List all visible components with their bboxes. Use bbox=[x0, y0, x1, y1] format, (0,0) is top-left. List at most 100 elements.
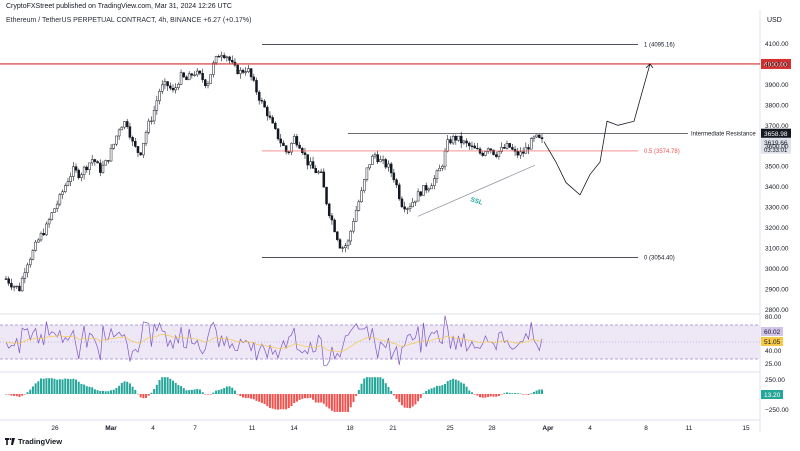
hist-bar bbox=[158, 380, 161, 394]
hist-bar bbox=[174, 382, 177, 394]
y-tick-label: 3500.00 bbox=[765, 164, 789, 171]
hist-bar bbox=[538, 389, 541, 394]
candle-body bbox=[427, 188, 431, 191]
hist-bar bbox=[433, 387, 436, 394]
candle-body bbox=[314, 168, 317, 174]
candle-body bbox=[414, 200, 417, 203]
hist-bar bbox=[341, 394, 344, 412]
candle-body bbox=[505, 143, 509, 149]
hist-bar bbox=[142, 394, 145, 399]
hist-bar bbox=[495, 394, 498, 397]
candle-body bbox=[47, 219, 51, 225]
candle-body bbox=[174, 87, 177, 91]
hist-bar bbox=[93, 389, 96, 394]
candle-body bbox=[37, 239, 40, 243]
hist-bar bbox=[301, 394, 304, 399]
candle-body bbox=[217, 56, 221, 58]
hist-bar bbox=[29, 389, 32, 394]
hist-bar bbox=[99, 391, 102, 394]
candle-body bbox=[317, 171, 320, 174]
x-tick-label: 18 bbox=[346, 425, 354, 432]
candle-body bbox=[511, 147, 514, 150]
candle-body bbox=[508, 143, 511, 148]
hist-bar bbox=[306, 394, 309, 399]
y-tick-label: 3100.00 bbox=[765, 246, 789, 253]
candle-body bbox=[319, 171, 323, 173]
hist-bar bbox=[438, 385, 441, 394]
hist-bar bbox=[309, 394, 312, 398]
hist-bar bbox=[207, 394, 210, 395]
hist-bar bbox=[188, 390, 191, 394]
hist-bar bbox=[411, 394, 414, 407]
candle-body bbox=[53, 208, 56, 213]
ssl-annotation: SSL bbox=[469, 196, 483, 207]
candle-body bbox=[441, 165, 444, 169]
hist-bar bbox=[476, 394, 479, 396]
hist-bar bbox=[390, 390, 393, 394]
hist-bar bbox=[352, 394, 355, 403]
candle-body bbox=[163, 81, 167, 86]
candle-body bbox=[403, 206, 406, 210]
hist-bar bbox=[212, 392, 215, 394]
candle-body bbox=[166, 81, 169, 87]
candle-body bbox=[446, 139, 449, 152]
hist-bar bbox=[295, 394, 298, 402]
hist-bar bbox=[169, 378, 172, 394]
candle-body bbox=[290, 143, 293, 153]
hist-bar bbox=[355, 394, 358, 396]
hist-bar bbox=[330, 394, 333, 411]
hist-bar bbox=[263, 394, 266, 405]
x-tick-label: 11 bbox=[686, 425, 693, 432]
hist-bar bbox=[468, 390, 471, 394]
hist-bar bbox=[161, 377, 164, 394]
hist-bar bbox=[325, 394, 328, 407]
current-price-label: 3619.66 bbox=[764, 140, 788, 147]
candle-body bbox=[228, 56, 231, 61]
candle-body bbox=[101, 164, 105, 173]
candle-body bbox=[476, 147, 479, 150]
candle-body bbox=[292, 136, 296, 144]
candle-body bbox=[274, 122, 277, 129]
rsi-current-label: 60.02 bbox=[764, 329, 781, 336]
hist-bar bbox=[484, 394, 487, 398]
hist-bar bbox=[357, 389, 360, 394]
candle-body bbox=[500, 146, 503, 152]
hist-bar bbox=[277, 394, 280, 410]
hist-bar bbox=[120, 382, 123, 394]
y-tick-label: 3800.00 bbox=[765, 102, 789, 109]
fib-label-0: 0 (3054.40) bbox=[644, 255, 675, 261]
tradingview-logo[interactable]: TradingView bbox=[5, 437, 62, 446]
candle-body bbox=[185, 76, 188, 81]
hist-bar bbox=[419, 394, 422, 398]
hist-bar bbox=[115, 387, 118, 394]
hist-bar bbox=[185, 390, 188, 394]
candle-body bbox=[389, 163, 393, 174]
x-tick-label: Apr bbox=[542, 425, 554, 432]
y-tick-label: 3300.00 bbox=[765, 205, 789, 212]
hist-bar bbox=[150, 392, 153, 394]
candle-body bbox=[147, 120, 151, 133]
hist-bar bbox=[374, 377, 377, 394]
hist-bar bbox=[403, 394, 406, 408]
rsi-tick-label: 25.00 bbox=[765, 361, 782, 368]
x-tick-label: 11 bbox=[249, 425, 256, 432]
candle-body bbox=[15, 285, 19, 288]
hist-bar bbox=[107, 391, 110, 394]
candle-body bbox=[12, 286, 16, 288]
candle-body bbox=[212, 62, 215, 75]
hist-bar bbox=[139, 394, 142, 398]
hist-bar bbox=[282, 394, 285, 410]
candle-body bbox=[279, 138, 282, 144]
candle-body bbox=[18, 285, 21, 292]
candle-body bbox=[88, 162, 91, 171]
hist-bar bbox=[363, 378, 366, 394]
hist-bar bbox=[454, 379, 457, 394]
hist-bar bbox=[250, 394, 253, 399]
hist-bar bbox=[312, 394, 315, 400]
projection-arrow-head bbox=[645, 63, 654, 69]
candle-body bbox=[433, 178, 436, 187]
candle-body bbox=[204, 79, 207, 86]
hist-bar bbox=[514, 393, 517, 394]
x-tick-label: 14 bbox=[290, 425, 298, 432]
intermediate-resistance-label: Intermediate Resistance bbox=[691, 132, 756, 138]
